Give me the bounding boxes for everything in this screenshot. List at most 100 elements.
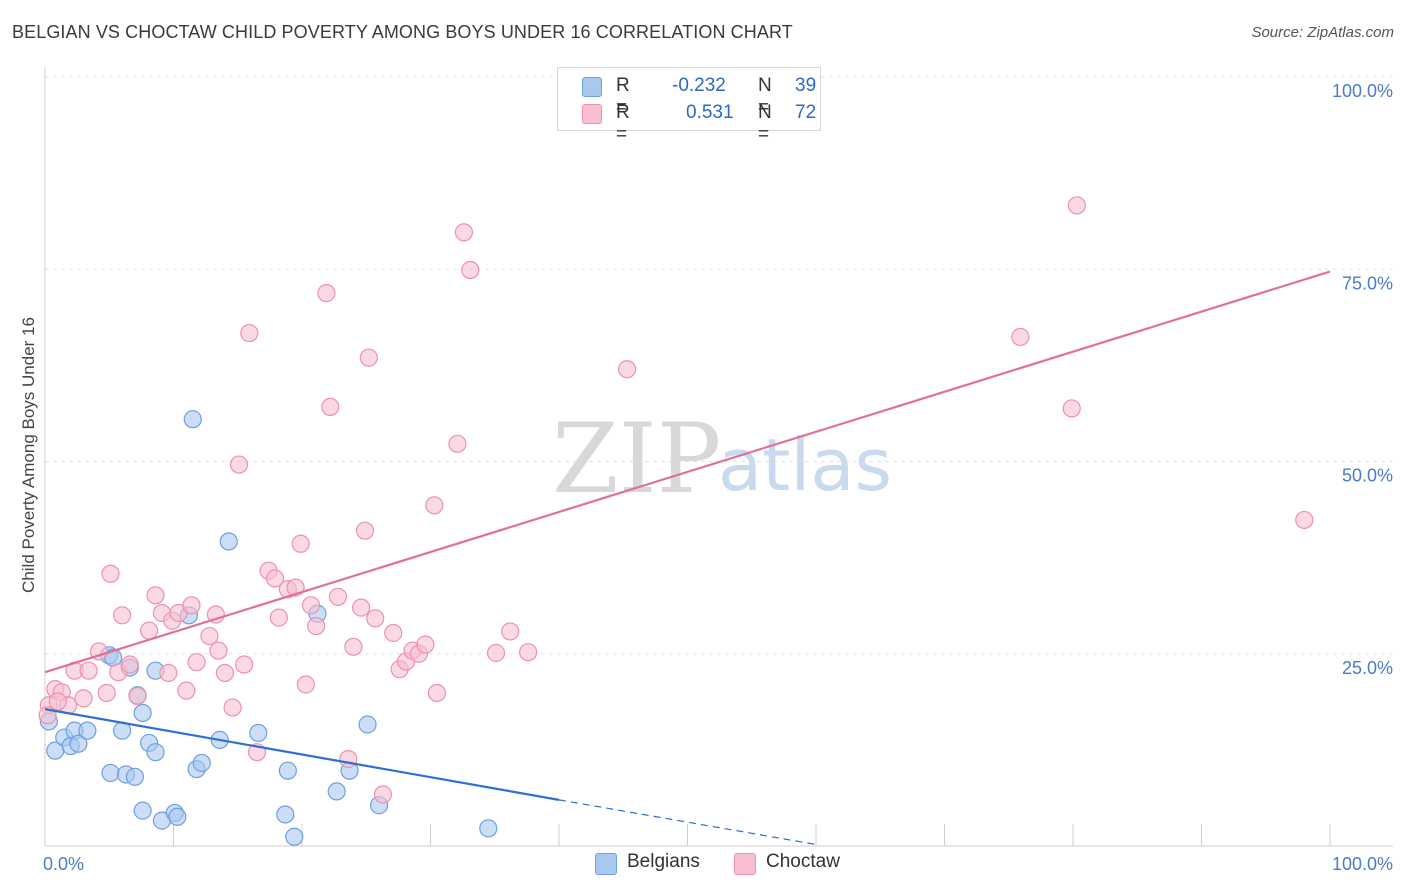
point-belgians [168,807,187,826]
point-choctaw [209,641,228,660]
point-choctaw [74,689,93,708]
point-choctaw [240,323,259,343]
point-choctaw [291,534,310,553]
point-choctaw [344,637,363,656]
watermark-zip: ZIP [552,403,721,515]
point-choctaw [1011,327,1030,347]
legend-r-value: -0.232 [672,75,726,96]
point-choctaw [328,587,348,606]
point-choctaw [97,683,116,703]
point-choctaw [448,434,467,453]
source-label: Source: ZipAtlas.com [1251,24,1394,41]
point-belgians [249,723,268,743]
point-belgians [101,763,120,783]
point-choctaw [454,223,474,242]
legend-label-belgians: Belgians [627,851,700,872]
point-choctaw [366,609,385,628]
legend-r-label: R = [616,75,630,118]
point-choctaw [486,643,506,663]
data-points [38,196,1314,846]
point-choctaw [307,616,326,636]
trend-extension-belgians [558,799,817,846]
tick-labels: 100.0% 75.0% 50.0% 25.0% 0.0% 100.0% [43,81,1393,874]
legend-n-value: 39 [795,75,817,96]
point-choctaw [373,785,393,804]
legend-label-choctaw: Choctaw [766,851,840,872]
point-choctaw [159,663,178,683]
point-belgians [125,767,145,786]
chart-title: BELGIAN VS CHOCTAW CHILD POVERTY AMONG B… [12,22,793,42]
point-choctaw [206,605,226,624]
point-choctaw [321,397,340,417]
point-choctaw [352,598,371,617]
point-choctaw [425,496,444,515]
point-belgians [219,532,238,551]
point-choctaw [128,686,147,706]
point-choctaw [265,569,285,588]
y-tick-label: 75.0% [1342,273,1393,293]
point-belgians [276,805,295,824]
point-choctaw [200,626,219,646]
point-choctaw [120,655,139,674]
point-choctaw [235,655,254,674]
legend-r-value: 0.531 [686,102,734,123]
legend-swatch-belgians [582,77,602,97]
point-choctaw [355,521,375,540]
point-choctaw [1062,399,1081,418]
watermark: ZIP atlas [552,403,892,515]
point-choctaw [461,260,480,280]
point-choctaw [618,360,637,379]
trend-lines [44,270,1331,846]
y-tick-label: 25.0% [1342,658,1393,678]
point-choctaw [427,683,447,703]
legend-r-label: R = [616,102,630,145]
legend-swatch-choctaw [582,104,602,124]
point-belgians [278,761,297,780]
y-tick-label: 50.0% [1342,466,1393,486]
point-choctaw [501,622,520,641]
point-belgians [133,703,152,723]
point-belgians [133,801,152,820]
point-belgians [358,715,377,734]
point-belgians [479,819,498,838]
point-choctaw [416,635,435,654]
point-choctaw [296,675,315,694]
point-choctaw [223,698,242,717]
axes [44,67,1393,847]
point-choctaw [187,653,206,672]
point-belgians [183,410,202,429]
point-choctaw [317,283,336,303]
point-choctaw [182,596,201,615]
point-choctaw [146,586,165,605]
watermark-atlas: atlas [718,423,892,507]
point-choctaw [139,621,159,640]
point-choctaw [229,455,249,474]
y-tick-label: 100.0% [1332,81,1393,101]
point-choctaw [79,661,98,680]
legend-swatch-choctaw [734,853,756,875]
point-choctaw [1295,510,1314,530]
point-choctaw [269,608,288,627]
point-choctaw [339,750,358,769]
y-axis-label: Child Poverty Among Boys Under 16 [19,317,38,593]
point-belgians [146,743,165,762]
point-choctaw [112,606,132,625]
point-belgians [78,721,97,740]
trend-line-choctaw [44,270,1331,674]
point-choctaw [101,564,120,583]
point-belgians [285,827,304,846]
x-tick-label: 0.0% [43,854,84,874]
trend-line-belgians [44,708,560,801]
legend-n-value: 72 [795,102,817,123]
point-choctaw [301,596,321,615]
point-choctaw [519,643,538,662]
point-choctaw [215,663,234,683]
point-choctaw [384,623,403,643]
stats-legend: R = -0.232 N = 39 R = 0.531 N = 72 [557,67,821,145]
x-tick-label: 100.0% [1332,854,1393,874]
legend-swatch-belgians [595,853,617,875]
point-belgians [192,753,211,773]
point-choctaw [177,681,196,700]
point-belgians [327,782,346,801]
